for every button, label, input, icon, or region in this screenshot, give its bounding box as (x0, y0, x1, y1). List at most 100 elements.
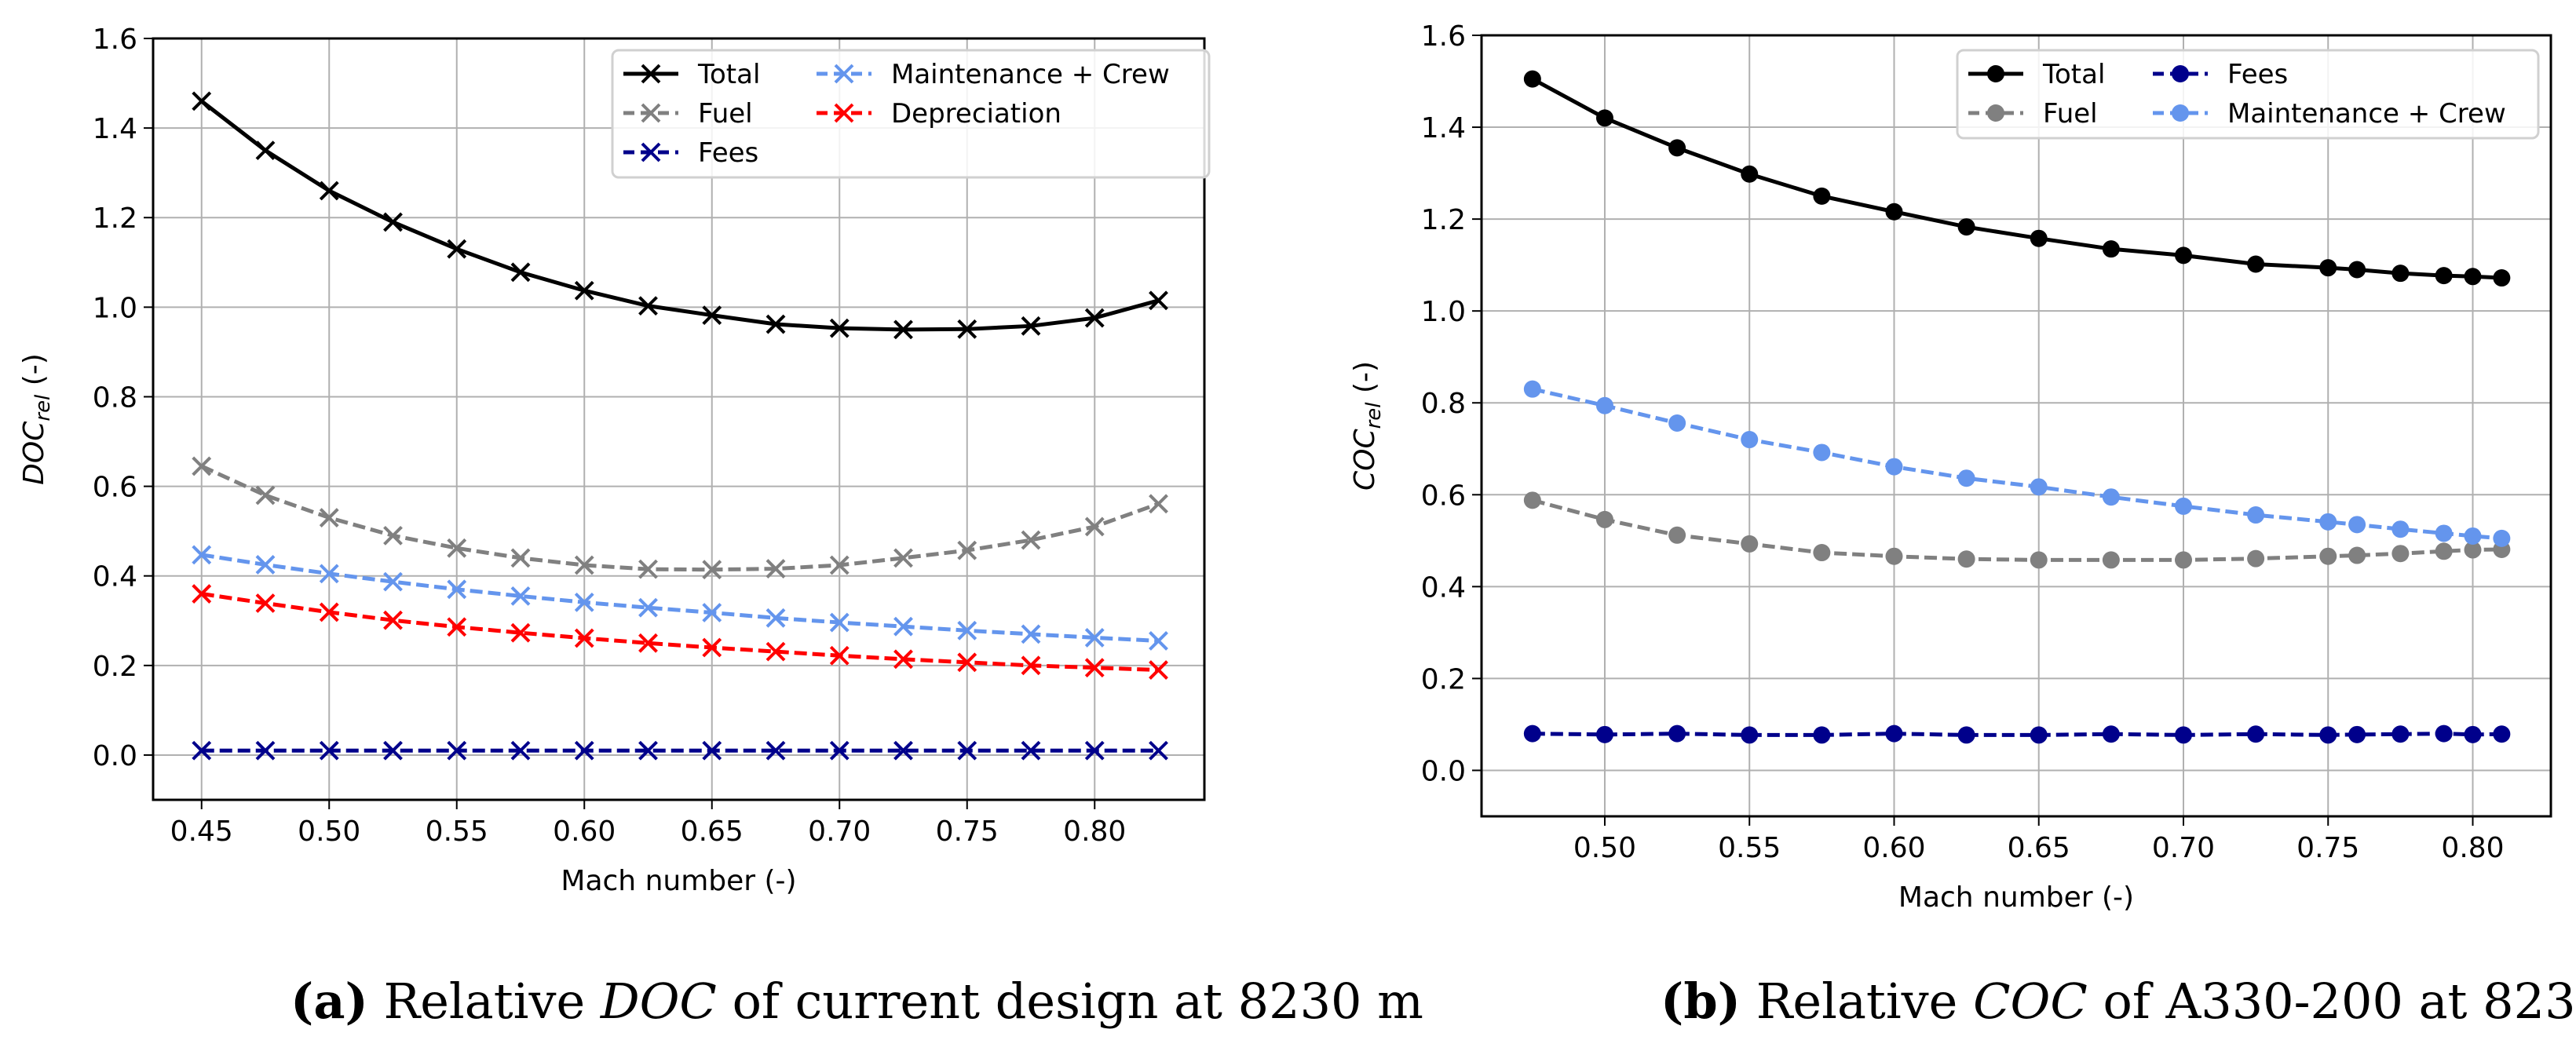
data-point (2102, 488, 2120, 506)
data-point (893, 616, 913, 637)
data-point (2391, 520, 2410, 538)
plot-frame (1480, 34, 2552, 818)
data-point (574, 592, 594, 612)
data-point (1885, 203, 1903, 221)
data-point (192, 740, 212, 761)
data-point (192, 91, 212, 111)
data-point (2247, 725, 2265, 743)
legend-item: Fuel (1968, 98, 2098, 130)
data-point (255, 740, 276, 761)
data-point (1595, 396, 1613, 414)
data-point (1885, 547, 1903, 565)
data-point (383, 610, 403, 630)
y-tick-label: 0.0 (1421, 755, 1466, 787)
legend-item: Total (623, 59, 760, 90)
data-point (1813, 544, 1831, 562)
y-tick-label: 1.6 (93, 24, 137, 56)
data-point (1741, 431, 1759, 449)
data-point (319, 740, 339, 761)
series-line (201, 592, 1159, 673)
y-tick-label: 0.8 (1421, 388, 1466, 420)
legend-marker (2172, 104, 2189, 122)
data-point (2464, 725, 2482, 743)
legend-label: Total (697, 59, 760, 90)
legend-label: Depreciation (891, 98, 1061, 130)
data-point (1813, 187, 1831, 205)
data-point (638, 597, 658, 618)
data-point (319, 564, 339, 584)
y-tick-label: 1.6 (1421, 20, 1466, 53)
data-point (1084, 740, 1105, 761)
data-point (2464, 268, 2482, 286)
data-point (2102, 725, 2120, 743)
data-point (2435, 524, 2453, 542)
data-point (2391, 545, 2410, 563)
data-point (1021, 655, 1041, 676)
legend-box (611, 49, 1211, 179)
legend-label: Fees (698, 137, 758, 169)
series-total (192, 91, 1168, 340)
data-point (2464, 527, 2482, 545)
data-point (192, 545, 212, 565)
y-tick-label: 0.6 (93, 472, 137, 504)
legend-label: Total (2042, 59, 2105, 90)
data-point (192, 456, 212, 476)
data-point (2030, 551, 2048, 569)
data-point (1084, 658, 1105, 678)
data-point (2493, 529, 2511, 547)
x-axis-label: Mach number (-) (1898, 881, 2134, 914)
y-axis-label-sub: rel (31, 394, 55, 422)
data-point (1523, 380, 1541, 398)
data-point (829, 740, 850, 761)
data-point (765, 314, 786, 334)
caption-text: Relative (368, 973, 601, 1030)
data-point (2348, 725, 2366, 743)
legend-label: Maintenance + Crew (2227, 98, 2506, 130)
x-tick-label: 0.80 (1063, 816, 1126, 848)
series-line (201, 553, 1159, 643)
legend-label: Fuel (2043, 98, 2098, 130)
x-tick-label: 0.70 (2152, 832, 2215, 864)
legend-marker (2172, 65, 2189, 82)
series-fees (1523, 724, 2511, 744)
data-point (829, 555, 850, 575)
data-point (957, 652, 977, 673)
data-point (957, 740, 977, 761)
legend-item: Maintenance + Crew (817, 59, 1170, 90)
data-point (2391, 725, 2410, 743)
data-point (829, 318, 850, 338)
data-point (2319, 726, 2337, 744)
data-point (383, 571, 403, 592)
x-tick-label: 0.70 (808, 816, 871, 848)
legend-label: Fees (2227, 59, 2288, 90)
caption-emphasis: DOC (600, 973, 717, 1030)
data-point (1957, 218, 1975, 236)
data-point (2030, 478, 2048, 496)
data-point (2391, 265, 2410, 283)
y-tick-label: 1.4 (93, 113, 137, 145)
data-point (1813, 443, 1831, 462)
data-point (447, 740, 467, 761)
series-fees (192, 740, 1168, 761)
data-point (702, 637, 722, 658)
legend-marker (1987, 65, 2004, 82)
data-point (1523, 70, 1541, 88)
y-tick-label: 1.2 (1421, 204, 1466, 236)
data-point (638, 559, 658, 579)
data-point (2319, 259, 2337, 277)
data-point (702, 603, 722, 622)
caption-text: Relative (1741, 973, 1973, 1030)
data-point (638, 296, 658, 316)
legend-marker (1987, 104, 2004, 122)
data-point (1741, 535, 1759, 553)
legend-marker (834, 103, 854, 123)
x-tick-label: 0.65 (2008, 832, 2070, 864)
data-point (510, 586, 531, 606)
series-fuel (192, 456, 1168, 580)
legend-label: Maintenance + Crew (891, 59, 1170, 90)
legend-item: Total (1968, 59, 2105, 90)
y-axis-label-main: COC (1349, 429, 1381, 491)
data-point (2102, 551, 2120, 569)
data-point (255, 593, 276, 613)
data-point (1668, 526, 1686, 544)
